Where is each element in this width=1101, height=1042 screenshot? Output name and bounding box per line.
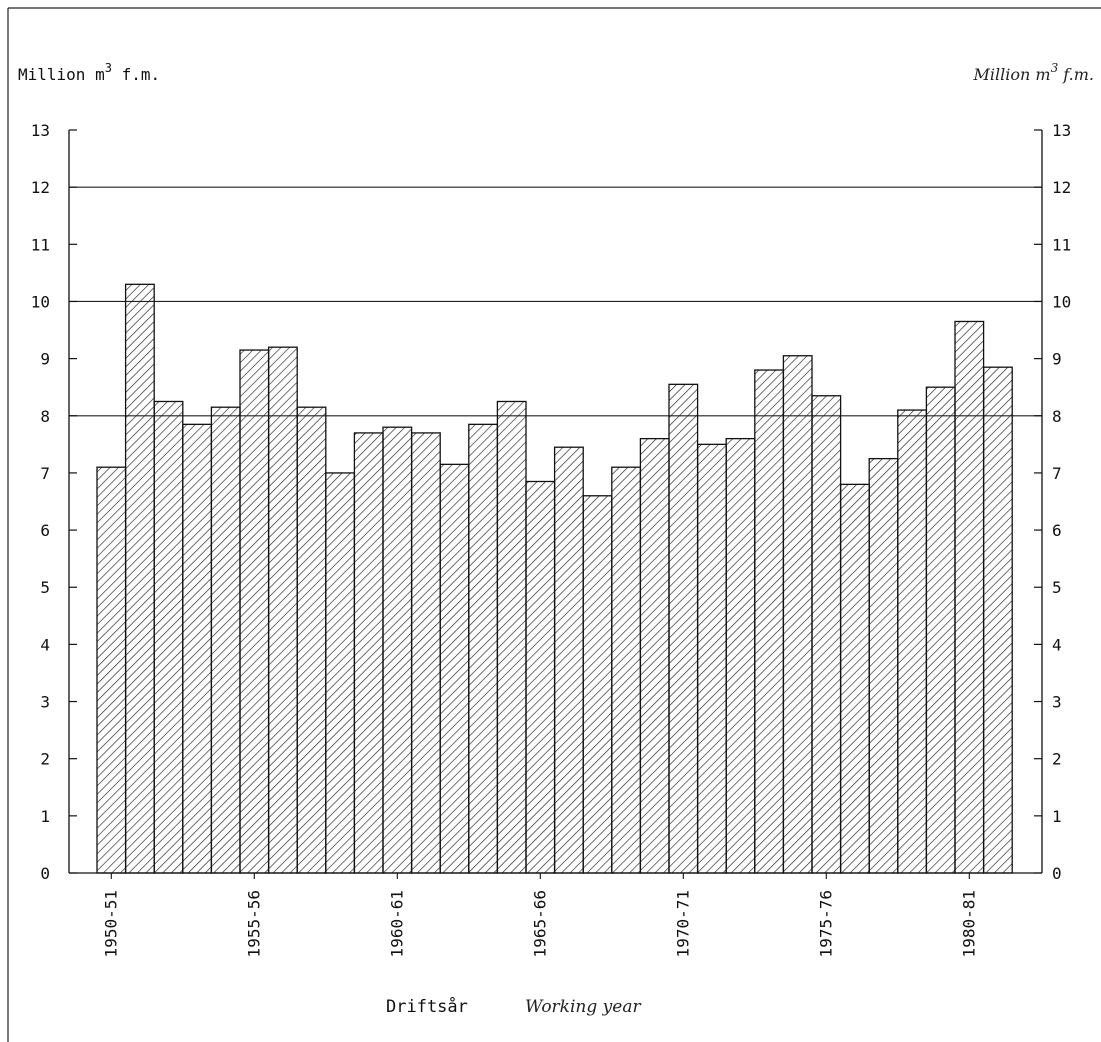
y-axis-label-right: Million m3 f.m.: [973, 61, 1094, 84]
bar-1976-77: [839, 483, 870, 874]
bar-1952-53: [153, 400, 184, 874]
y-tick-label-left: 2: [40, 750, 50, 769]
y-tick-label-right: 5: [1052, 578, 1062, 597]
y-tick-label-left: 5: [40, 578, 50, 597]
y-tick-label-left: 4: [40, 635, 50, 654]
gridlines: [69, 186, 1042, 417]
bar-1953-54: [182, 423, 213, 874]
y-tick-label-right: 11: [1052, 235, 1071, 254]
x-tick-label-1980-81: 1980-81: [959, 890, 978, 957]
bar-1962-63: [439, 463, 470, 874]
bar-1959-60: [353, 432, 384, 874]
x-tick-label-1950-51: 1950-51: [101, 890, 120, 957]
y-tick-label-right: 13: [1052, 121, 1071, 140]
bar-1974-75: [782, 355, 813, 874]
y-tick-label-left: 7: [40, 464, 50, 483]
bar-1973-74: [754, 369, 785, 874]
y-tick-label-left: 10: [31, 292, 50, 311]
bar-1965-66: [525, 480, 556, 874]
y-tick-label-right: 9: [1052, 350, 1062, 369]
y-tick-label-right: 12: [1052, 178, 1071, 197]
bar-1979-80: [925, 386, 956, 874]
y-tick-label-right: 10: [1052, 292, 1071, 311]
bar-1977-78: [868, 457, 899, 874]
y-tick-label-left: 8: [40, 407, 50, 426]
bar-1970-71: [668, 383, 699, 874]
x-tick-labels: 1950-51 1955-56 1960-61 1965-66 1970-71 1975-…: [101, 873, 978, 957]
bar-1964-65: [496, 400, 527, 874]
x-tick-label-1960-61: 1960-61: [387, 890, 406, 957]
y-tick-label-left: 13: [31, 121, 50, 140]
y-tick-label-left: 6: [40, 521, 50, 540]
x-tick-label-1975-76: 1975-76: [816, 890, 835, 957]
x-tick-label-1970-71: 1970-71: [673, 890, 692, 957]
bar-1961-62: [410, 432, 441, 874]
x-tick-label-1965-66: 1965-66: [530, 890, 549, 957]
y-tick-label-right: 4: [1052, 635, 1062, 654]
y-tick-label-right: 2: [1052, 750, 1062, 769]
bar-1954-55: [210, 406, 241, 874]
y-tick-label-left: 3: [40, 693, 50, 712]
bar-1968-69: [611, 466, 642, 874]
y-tick-label-left: 11: [31, 235, 50, 254]
y-tick-label-right: 0: [1052, 864, 1062, 883]
y-tick-label-left: 1: [40, 807, 50, 826]
bar-1967-68: [582, 495, 613, 874]
axes: [68, 130, 1043, 874]
bar-1981-82: [982, 366, 1013, 874]
x-axis-label-norwegian: Driftsår: [386, 996, 468, 1017]
bar-1966-67: [553, 446, 584, 874]
y-tick-label-right: 6: [1052, 521, 1062, 540]
y-tick-label-left: 12: [31, 178, 50, 197]
bar-1980-81: [954, 320, 985, 874]
y-tick-label-right: 8: [1052, 407, 1062, 426]
y-tick-label-left: 9: [40, 350, 50, 369]
bar-1963-64: [468, 423, 499, 874]
bar-1951-52: [124, 283, 155, 874]
bar-1957-58: [296, 406, 327, 874]
bar-1950-51: [96, 466, 127, 874]
x-tick-label-1955-56: 1955-56: [244, 890, 263, 957]
y-tick-label-right: 3: [1052, 693, 1062, 712]
bar-1955-56: [239, 349, 270, 874]
bar-1956-57: [267, 346, 298, 874]
bar-1978-79: [897, 409, 928, 874]
bar-1958-59: [325, 472, 356, 874]
x-axis-label-english: Working year: [525, 997, 641, 1017]
bar-1972-73: [725, 437, 756, 874]
bar-1969-70: [639, 437, 670, 874]
bar-1971-72: [696, 443, 727, 874]
y-tick-label-right: 1: [1052, 807, 1062, 826]
bar-1960-61: [382, 426, 413, 874]
y-tick-label-right: 7: [1052, 464, 1062, 483]
bars: [96, 283, 1013, 874]
bar-1975-76: [811, 395, 842, 874]
y-axis-label-left: Million m3 f.m.: [18, 61, 160, 84]
y-tick-label-left: 0: [40, 864, 50, 883]
